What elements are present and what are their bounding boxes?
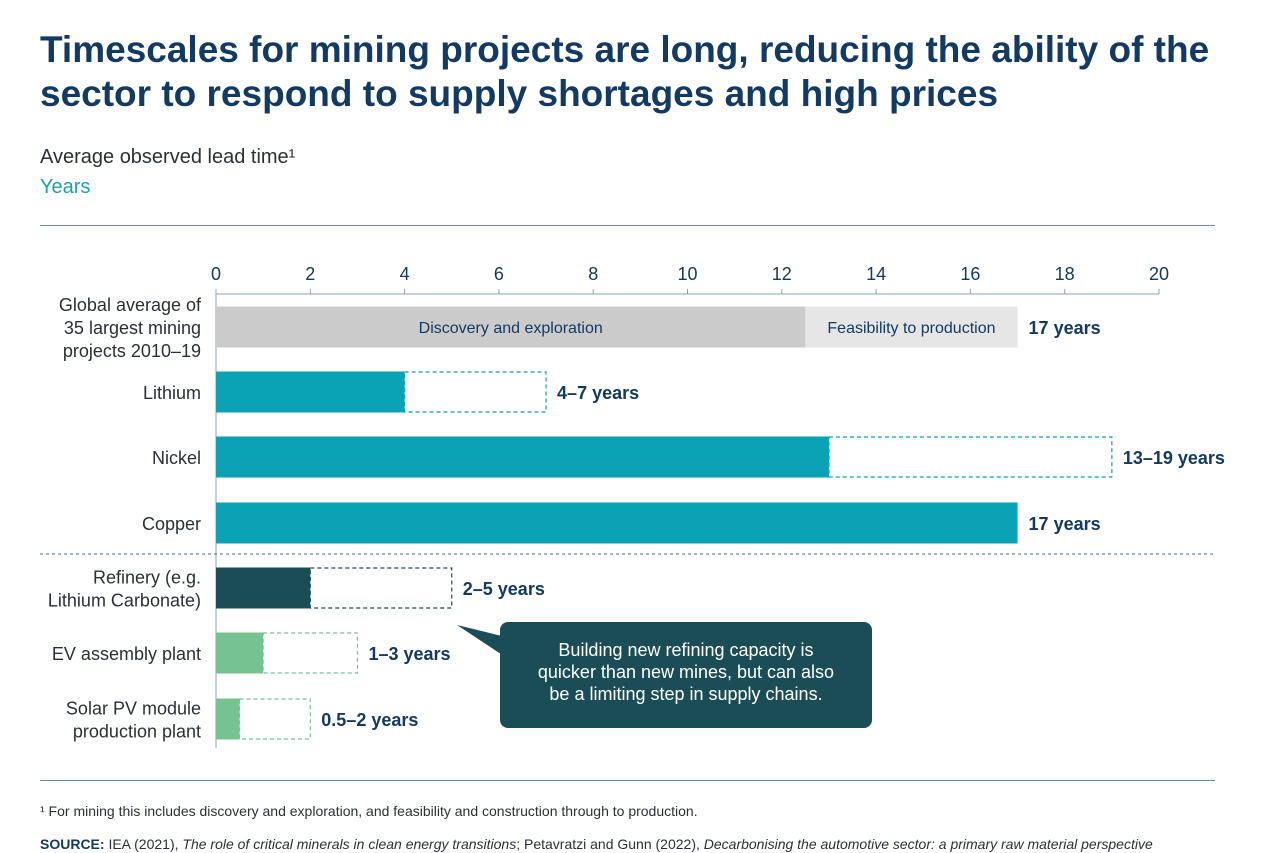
- source-title-1: The role of critical minerals in clean e…: [182, 836, 517, 852]
- source-text-1: IEA (2021),: [104, 836, 183, 852]
- source-label: SOURCE:: [40, 836, 105, 852]
- x-tick-label: 2: [305, 264, 315, 284]
- source-text-2: ; Petavratzi and Gunn (2022),: [516, 836, 704, 852]
- x-tick-label: 16: [960, 264, 980, 284]
- callout-box: [500, 622, 872, 728]
- category-label: EV assembly plant: [52, 644, 201, 664]
- source-title-2: Decarbonising the automotive sector: a p…: [703, 836, 1153, 852]
- value-label: 17 years: [1029, 318, 1101, 338]
- bar-minimum: [216, 436, 829, 478]
- x-tick-label: 8: [588, 264, 598, 284]
- x-tick-label: 0: [211, 264, 221, 284]
- category-label: Global average of 35 largest mining projec…: [59, 295, 202, 361]
- x-tick-label: 6: [494, 264, 504, 284]
- bar-range-outline: [828, 436, 1113, 478]
- x-tick-label: 18: [1055, 264, 1075, 284]
- segment-label: Discovery and exploration: [419, 320, 603, 337]
- chart-subtitle: Average observed lead time¹: [40, 146, 296, 168]
- x-tick-label: 20: [1149, 264, 1169, 284]
- bar-minimum: [216, 567, 311, 609]
- category-label: Lithium: [143, 383, 201, 403]
- segment-label: Feasibility to production: [827, 320, 995, 337]
- bar-range-outline: [262, 632, 359, 674]
- value-label: 4–7 years: [557, 383, 639, 403]
- x-tick-label: 12: [772, 264, 792, 284]
- bar-minimum: [216, 502, 1018, 544]
- bar-segment: [805, 306, 1018, 348]
- x-tick-label: 4: [400, 264, 410, 284]
- lead-time-chart: 0 2 4 6 8 10 12 14 16 18 20 Global average of 35 lar…: [40, 264, 1225, 748]
- value-label: 1–3 years: [368, 644, 450, 664]
- bar-minimum: [216, 632, 264, 674]
- value-label: 17 years: [1029, 514, 1101, 534]
- callout-text: Building new refining capacity is quicker…: [538, 640, 834, 704]
- bar-range-outline: [309, 567, 453, 609]
- category-label: Refinery (e.g. Lithium Carbonate): [48, 568, 201, 611]
- chart-title: Timescales for mining projects are long,…: [40, 29, 1210, 114]
- category-label: Solar PV module production plant: [66, 699, 201, 742]
- x-tick-label: 14: [866, 264, 886, 284]
- category-label: Copper: [142, 514, 201, 534]
- source-note: SOURCE: IEA (2021), The role of critical…: [40, 836, 1153, 852]
- bar-range-outline: [238, 698, 311, 740]
- x-tick-label: 10: [677, 264, 697, 284]
- value-label: 13–19 years: [1123, 448, 1225, 468]
- bottom-divider: [40, 780, 1215, 781]
- bar-minimum: [216, 698, 240, 740]
- footnote: ¹ For mining this includes discovery and…: [40, 803, 698, 819]
- unit-label: Years: [40, 176, 91, 198]
- category-label: Nickel: [152, 448, 201, 468]
- bar-segment: [216, 306, 806, 348]
- top-divider: [40, 225, 1215, 226]
- bar-minimum: [216, 371, 405, 413]
- value-label: 0.5–2 years: [321, 710, 418, 730]
- value-label: 2–5 years: [463, 579, 545, 599]
- callout-pointer: [457, 625, 510, 660]
- bar-range-outline: [404, 371, 547, 413]
